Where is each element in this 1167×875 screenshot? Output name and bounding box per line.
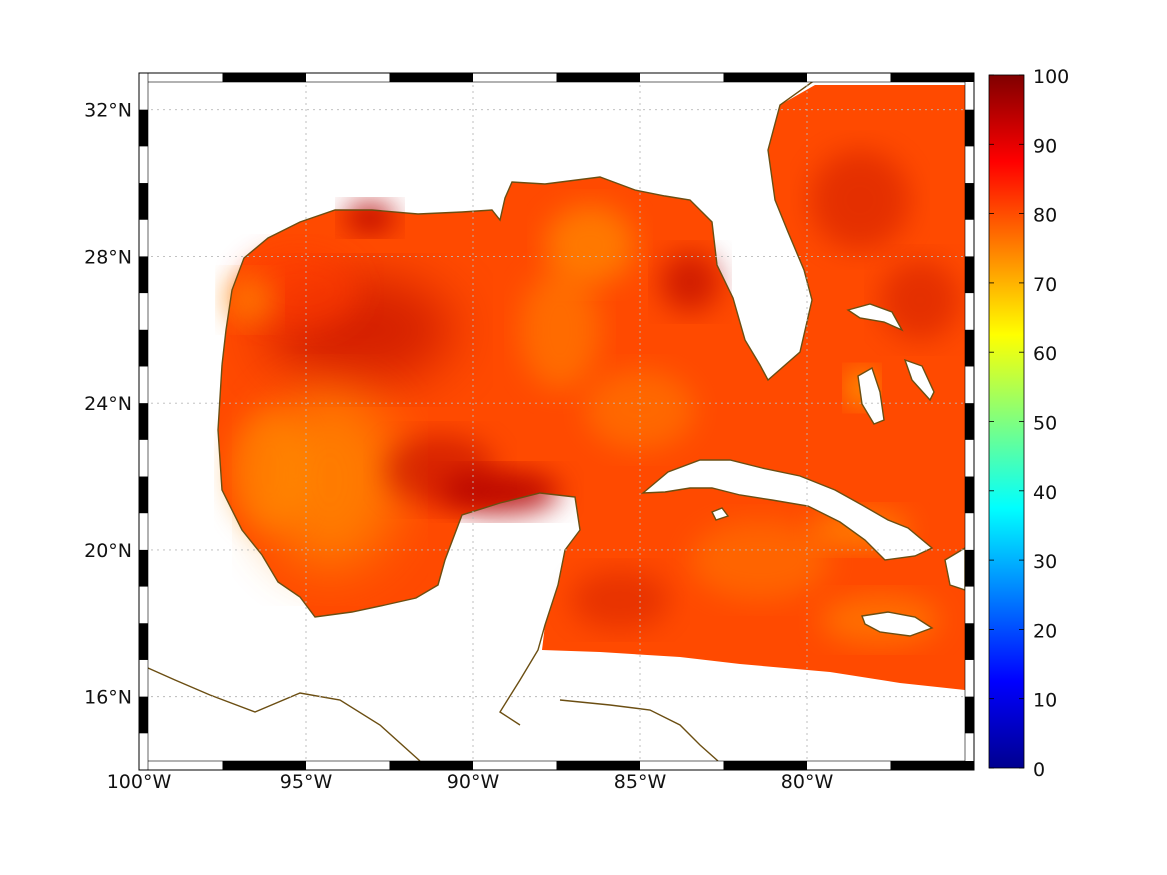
jamaica-island xyxy=(861,611,934,637)
frame-segment xyxy=(389,73,473,82)
frame-segment xyxy=(222,761,306,770)
frame-segment xyxy=(556,73,640,82)
frame-segment xyxy=(139,183,148,220)
frame-segment xyxy=(139,549,148,587)
lon-tick-label: 90°W xyxy=(447,771,500,793)
frame-segment xyxy=(965,696,974,734)
frame-segment xyxy=(389,761,473,770)
frame-segment xyxy=(222,73,306,82)
colorbar-tick-label: 90 xyxy=(1033,135,1057,157)
colorbar-tick-label: 20 xyxy=(1033,620,1057,642)
graticule xyxy=(139,73,974,770)
frame-segment xyxy=(139,623,148,660)
frame-segment xyxy=(965,329,974,367)
field-patch xyxy=(880,260,960,340)
frame-segment xyxy=(965,183,974,220)
hispaniola-edge xyxy=(944,547,965,591)
colorbar-tick-label: 10 xyxy=(1033,690,1057,712)
frame-segment xyxy=(965,256,974,294)
frame-segment xyxy=(965,109,974,147)
field-patch xyxy=(520,270,600,390)
colorbar-tick-label: 40 xyxy=(1033,482,1057,504)
lat-tick-label: 16°N xyxy=(84,687,132,709)
frame-segment xyxy=(139,476,148,514)
map-border xyxy=(138,72,975,771)
frame-segment xyxy=(139,329,148,367)
probability-field xyxy=(218,85,965,690)
colorbar-tick-label: 100 xyxy=(1033,66,1069,88)
lat-tick-label: 32°N xyxy=(84,100,132,122)
field-patch xyxy=(545,205,635,285)
field-patch xyxy=(570,570,670,630)
frame-segment xyxy=(890,761,974,770)
lon-tick-label: 100°W xyxy=(107,771,172,793)
field-patch xyxy=(345,203,395,233)
lon-tick-label: 80°W xyxy=(781,771,834,793)
lon-tick-label: 95°W xyxy=(280,771,333,793)
frame-segment xyxy=(139,696,148,734)
field-patch xyxy=(660,252,720,312)
colorbar-tick-label: 80 xyxy=(1033,205,1057,227)
colorbar-tick-label: 30 xyxy=(1033,551,1057,573)
lat-tick-label: 20°N xyxy=(84,540,132,562)
field-patch xyxy=(225,275,275,325)
abaco-island xyxy=(846,303,904,332)
frame-segment xyxy=(723,73,807,82)
field-patch xyxy=(810,150,910,250)
lon-tick-label: 85°W xyxy=(614,771,667,793)
cuba-island xyxy=(640,459,934,561)
frame-segment xyxy=(890,73,974,82)
colorbar xyxy=(988,74,1025,769)
frame-segment xyxy=(965,403,974,440)
frame-segment xyxy=(139,403,148,440)
mainland-coast xyxy=(148,82,814,761)
map-frame xyxy=(138,72,975,771)
lat-tick-label: 28°N xyxy=(84,246,132,268)
frame-segment xyxy=(723,761,807,770)
longitude-labels: 100°W 95°W 90°W 85°W 80°W xyxy=(107,771,834,793)
colorbar-tick-label: 70 xyxy=(1033,274,1057,296)
frame-segment xyxy=(965,476,974,514)
latitude-labels: 32°N 28°N 24°N 20°N 16°N xyxy=(84,100,132,709)
frame-segment xyxy=(965,623,974,660)
lat-tick-label: 24°N xyxy=(84,393,132,415)
field-patch xyxy=(230,410,310,530)
frame-segment xyxy=(556,761,640,770)
frame-segment xyxy=(139,109,148,147)
coastline xyxy=(640,303,965,637)
isle-of-youth xyxy=(711,507,730,521)
colorbar-tick-label: 60 xyxy=(1033,343,1057,365)
eleuthera-island xyxy=(903,358,935,402)
frame-segment xyxy=(139,256,148,294)
colorbar-tick-label: 50 xyxy=(1033,413,1057,435)
colorbar-tick-label: 0 xyxy=(1033,759,1045,781)
field-patch xyxy=(690,520,830,600)
field-patch xyxy=(385,435,495,505)
frame-segment xyxy=(965,549,974,587)
andros-island xyxy=(857,366,885,425)
